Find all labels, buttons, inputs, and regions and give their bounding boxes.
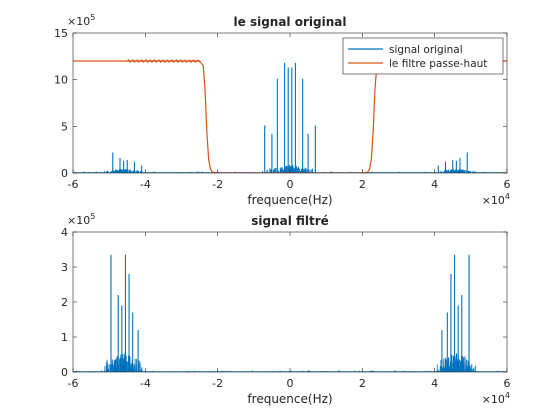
x-tick-label: 6 (504, 377, 511, 390)
x-axis-label: frequence(Hz) (247, 392, 332, 406)
legend-entry: signal original (389, 44, 463, 56)
ripple-line (126, 59, 201, 64)
x-tick-label: 0 (287, 377, 294, 390)
y-tick-label: 0 (61, 167, 68, 180)
plot-area (73, 59, 507, 173)
plot-area (73, 254, 507, 372)
chart-1: -6 -4 -2 0 2 4 6 0 5 10 15×105 ×104 le signal origin… (54, 13, 511, 207)
x-tick-label: 4 (431, 377, 438, 390)
x-tick-label: 4 (431, 178, 438, 191)
x-tick-label: -2 (212, 377, 223, 390)
y-tick-label: 15 (54, 27, 68, 40)
x-tick-label: 2 (359, 178, 366, 191)
series-1 (73, 62, 507, 173)
legend-box (342, 37, 504, 75)
x-tick-label: -4 (140, 377, 151, 390)
y-tick-label: 3 (61, 261, 68, 274)
series-1 (73, 254, 507, 372)
x-exponent: ×104 (482, 391, 510, 406)
chart-title: signal filtré (251, 214, 329, 228)
legend-entry: le filtre passe-haut (389, 58, 487, 70)
legend: signal original le filtre passe-haut (342, 37, 504, 75)
x-tick-label: 0 (287, 178, 294, 191)
x-exponent: ×104 (482, 192, 510, 207)
x-tick-label: 6 (504, 178, 511, 191)
y-tick-label: 5 (61, 120, 68, 133)
x-tick-label: -6 (68, 178, 79, 191)
chart-title: le signal original (234, 15, 347, 29)
x-tick-label: 2 (359, 377, 366, 390)
y-exponent: ×105 (67, 13, 95, 28)
y-exponent: ×105 (67, 212, 95, 227)
series-2-line (73, 60, 507, 173)
y-tick-label: 2 (61, 296, 68, 309)
y-tick-label: 4 (61, 226, 68, 239)
y-tick-label: 1 (61, 331, 68, 344)
x-tick-label: -2 (212, 178, 223, 191)
x-tick-label: -4 (140, 178, 151, 191)
y-tick-label: 0 (61, 366, 68, 379)
x-axis-label: frequence(Hz) (247, 193, 332, 207)
x-tick-label: -6 (68, 377, 79, 390)
y-tick-label: 10 (54, 74, 68, 87)
